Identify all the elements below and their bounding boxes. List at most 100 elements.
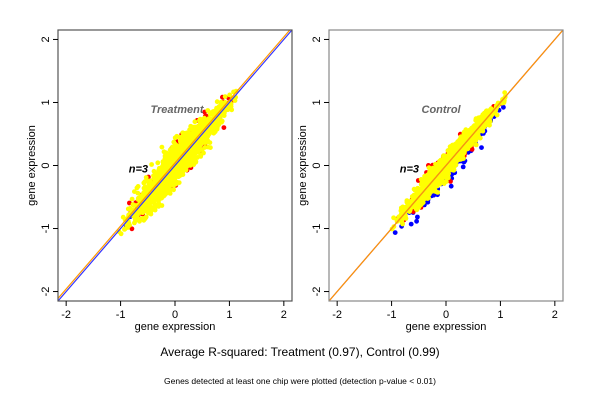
y-tick-label: 2 [311,36,323,42]
treatment-yellow-point [127,222,132,228]
treatment-reference-lines [58,30,292,301]
treatment-yellow-point [214,99,220,105]
control-yellow-point [432,184,438,189]
treatment-yellow-point [159,144,165,150]
control-yellow-point [441,158,447,164]
treatment-yellow-point [172,135,178,141]
y-tick-label: -1 [40,224,52,234]
treatment-yellow-point [174,179,180,185]
control-blue-point [415,214,420,220]
treatment-yellow-point [145,206,151,212]
control-yellow-point [407,209,412,215]
control-yellow-point [433,161,438,167]
control-yellow-point [417,188,423,193]
treatment-yellow-point [186,153,192,159]
treatment-yellow-point [182,165,187,171]
control-yellow-point [432,171,437,176]
y-tick-label: 1 [311,99,323,105]
treatment-yellow-point [129,196,135,202]
treatment-yellow-point [143,175,149,180]
y-tick-label: 2 [40,36,52,42]
x-tick-label: 2 [552,309,558,321]
treatment-yellow-point [149,162,155,167]
treatment-yellow-point [207,140,213,146]
control-reference-lines [329,30,563,301]
treatment-yellow-point [163,150,169,156]
control-yellow-point [427,176,433,182]
control-panel: -2 -1 0 1 2 -2 -1 0 1 2 Control n=3 gene express… [297,29,564,333]
treatment-yellow-point [148,211,154,217]
treatment-yellow-point [127,206,133,211]
y-tick-label: -2 [40,287,52,297]
control-yellow-point [410,199,416,205]
control-yellow-point [420,200,426,205]
treatment-yellow-point [171,180,176,185]
treatment-yellow-point [177,173,183,178]
treatment-y-axis-label: gene expression [26,125,38,206]
treatment-yellow-point [201,137,207,143]
control-yellow-point [494,112,500,118]
treatment-yellow-point [132,216,138,222]
control-yellow-point [443,179,449,185]
treatment-yellow-point [205,144,211,150]
treatment-yellow-point [182,158,188,164]
treatment-yellow-point [181,130,187,136]
treatment-yellow-point [155,160,161,166]
control-yellow-point [426,165,432,171]
control-yellow-point [444,153,449,159]
control-yellow-point [434,179,440,185]
treatment-yellow-point [196,146,202,152]
treatment-yellow-point [192,119,198,125]
treatment-yellow-point [138,210,143,215]
treatment-x-axis: -2 -1 0 1 2 [61,301,287,321]
control-n-label: n=3 [400,164,419,176]
control-yellow-point [454,152,459,158]
x-tick-label: -2 [61,309,71,321]
control-yellow-point [483,108,489,114]
treatment-yellow-point [134,208,140,214]
control-yellow-point [451,162,457,168]
treatment-yellow-point [195,125,201,131]
x-tick-label: 2 [281,309,287,321]
treatment-points [116,88,239,237]
treatment-yellow-point [199,118,205,124]
control-yellow-point [465,141,471,147]
y-tick-label: -1 [311,224,323,234]
control-yellow-point [461,156,466,161]
control-x-axis-label: gene expression [406,321,487,333]
treatment-yellow-point [233,88,239,94]
treatment-x-axis-label: gene expression [135,321,216,333]
control-yellow-point [398,205,404,211]
control-yellow-point [437,162,442,168]
x-tick-label: -2 [332,309,342,321]
control-yellow-point [472,133,477,139]
control-blue-point [392,230,398,236]
treatment-yellow-point [190,153,196,159]
treatment-yellow-point [180,138,185,144]
control-yellow-point [452,146,458,152]
treatment-yellow-point [142,179,148,185]
detection-note: Genes detected at least one chip were pl… [164,376,436,386]
treatment-yellow-point [202,121,208,127]
control-blue-point [460,164,466,170]
r-squared-summary: Average R-squared: Treatment (0.97), Con… [160,345,439,359]
treatment-yellow-point [164,160,169,166]
control-yellow-point [403,204,408,210]
treatment-title: Treatment [151,104,205,116]
control-y-axis-label: gene expression [297,125,309,206]
control-title: Control [422,104,462,116]
treatment-yellow-point [177,134,182,140]
control-yellow-point [450,142,455,148]
control-yellow-point [502,90,508,95]
treatment-yellow-point [227,92,233,98]
treatment-yellow-point [135,197,141,203]
control-yellow-point [400,221,405,227]
x-tick-label: -1 [116,309,126,321]
treatment-yellow-point [169,147,174,153]
x-tick-label: 0 [443,309,449,321]
treatment-yellow-point [216,104,222,109]
control-yellow-point [433,189,439,195]
control-blue-point [414,218,419,224]
control-yellow-point [476,115,481,121]
control-yellow-point [415,191,420,197]
